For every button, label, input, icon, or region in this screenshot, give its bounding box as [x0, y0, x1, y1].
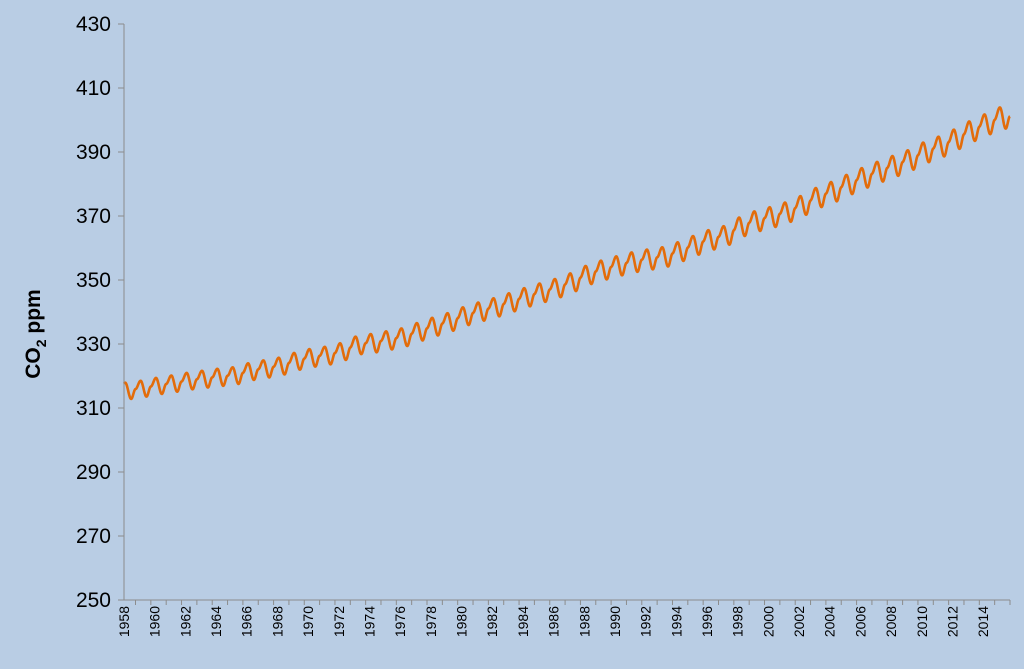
- y-tick-label: 350: [76, 269, 111, 292]
- x-tick-label: 1960: [147, 606, 163, 637]
- x-tick-label: 1966: [239, 606, 255, 637]
- y-axis-label-suffix: ppm: [22, 289, 45, 339]
- x-tick-label: 1998: [730, 606, 746, 637]
- x-tick-label: 2006: [852, 606, 868, 637]
- y-tick-label: 290: [76, 461, 111, 484]
- x-tick-label: 1980: [454, 606, 470, 637]
- co2-series-line: [122, 106, 1011, 401]
- y-axis-label-main: CO: [22, 347, 45, 379]
- x-tick-label: 2010: [914, 606, 930, 637]
- y-axis-ticks: 250 270 290 310 330 350 370 390 410 430: [76, 13, 124, 612]
- x-tick-label: 1976: [392, 606, 408, 637]
- x-tick-label: 1996: [699, 606, 715, 637]
- y-axis-label: CO2 ppm: [22, 289, 49, 378]
- x-tick-label: 2000: [760, 606, 776, 637]
- series-group: [122, 106, 1011, 401]
- x-tick-label: 1992: [638, 606, 654, 637]
- y-tick-label: 330: [76, 333, 111, 356]
- x-tick-label: 1986: [546, 606, 562, 637]
- x-axis-ticks: 1958 1960 1962 1964 1966 1968 1970 1972 1974 1976…: [116, 600, 1011, 637]
- y-tick-label: 270: [76, 525, 111, 548]
- x-tick-label: 1994: [668, 606, 684, 637]
- x-tick-label: 1982: [484, 606, 500, 637]
- x-tick-label: 1974: [361, 606, 377, 637]
- x-tick-label: 1958: [116, 606, 132, 637]
- y-tick-label: 430: [76, 13, 111, 36]
- x-tick-label: 2012: [944, 606, 960, 637]
- y-tick-label: 390: [76, 141, 111, 164]
- x-tick-label: 2014: [975, 606, 991, 637]
- x-tick-label: 1988: [576, 606, 592, 637]
- x-tick-label: 1964: [208, 606, 224, 637]
- x-tick-label: 1962: [177, 606, 193, 637]
- x-tick-label: 1970: [300, 606, 316, 637]
- x-tick-label: 2008: [883, 606, 899, 637]
- x-tick-label: 1968: [269, 606, 285, 637]
- x-tick-label: 1990: [607, 606, 623, 637]
- y-tick-label: 310: [76, 397, 111, 420]
- x-tick-label: 1984: [515, 606, 531, 637]
- x-tick-label: 2002: [791, 606, 807, 637]
- y-tick-label: 370: [76, 205, 111, 228]
- x-tick-label: 1978: [423, 606, 439, 637]
- y-tick-label: 250: [76, 589, 111, 612]
- x-tick-label: 2004: [822, 606, 838, 637]
- y-tick-label: 410: [76, 77, 111, 100]
- y-axis-label-subscript: 2: [33, 339, 49, 347]
- x-tick-label: 1972: [331, 606, 347, 637]
